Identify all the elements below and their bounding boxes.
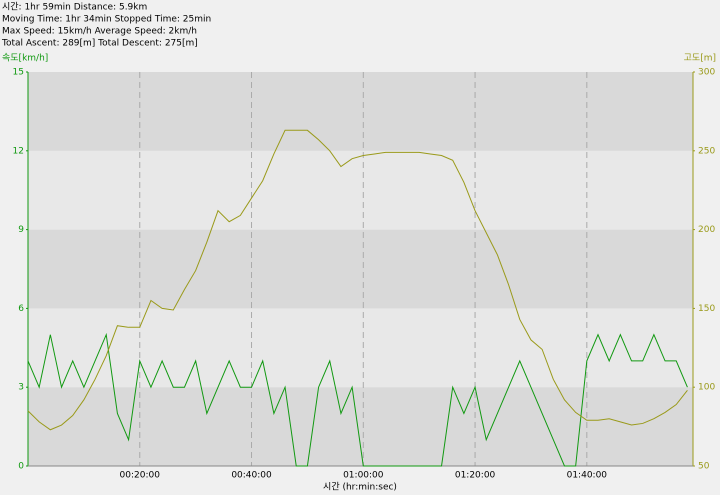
y-tick-label: 0	[18, 462, 24, 472]
y-axis-title: 속도[km/h]	[2, 53, 48, 64]
y2-tick-label: 300	[698, 68, 715, 78]
header-line: Max Speed: 15km/h Average Speed: 2km/h	[2, 27, 197, 37]
y-tick-label: 6	[18, 304, 24, 314]
x-axis-title: 시간 (hr:min:sec)	[323, 482, 397, 493]
y2-axis-title: 고도[m]	[684, 54, 716, 64]
y-tick-label: 9	[18, 225, 24, 235]
band	[28, 229, 693, 309]
x-tick-label: 01:40:00	[567, 471, 608, 481]
header-line: Total Ascent: 289[m] Total Descent: 275[…	[1, 39, 198, 49]
y-tick-label: 3	[18, 383, 24, 393]
header-line: Moving Time: 1hr 34min Stopped Time: 25m…	[2, 15, 211, 25]
series-line	[27, 129, 688, 431]
y2-tick-label: 150	[698, 304, 715, 314]
y2-tick-label: 100	[698, 383, 715, 393]
band	[28, 308, 693, 388]
y2-tick-label: 250	[698, 146, 715, 156]
y-tick-label: 12	[13, 146, 24, 156]
x-tick-label: 00:40:00	[231, 471, 272, 481]
band	[28, 387, 693, 466]
y2-tick-label: 50	[698, 462, 710, 472]
header-line: 시간: 1hr 59min Distance: 5.9km	[2, 2, 147, 13]
band	[28, 72, 693, 151]
band	[28, 150, 693, 230]
x-tick-label: 00:20:00	[120, 471, 161, 481]
x-tick-label: 01:20:00	[455, 471, 496, 481]
y-tick-label: 15	[13, 68, 24, 78]
y2-tick-label: 200	[698, 225, 715, 235]
series-line	[27, 332, 688, 467]
x-tick-label: 01:00:00	[343, 471, 384, 481]
